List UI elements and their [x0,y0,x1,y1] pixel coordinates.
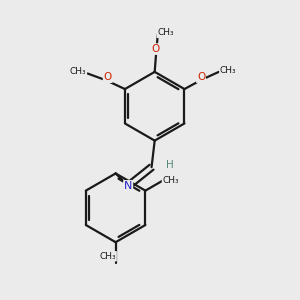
Text: CH₃: CH₃ [157,28,174,37]
Text: O: O [197,72,205,82]
Text: CH₃: CH₃ [70,68,86,76]
Text: O: O [103,72,112,82]
Text: N: N [124,181,132,191]
Text: CH₃: CH₃ [100,252,116,261]
Text: CH₃: CH₃ [220,66,236,75]
Text: CH₃: CH₃ [163,176,179,185]
Text: H: H [167,160,174,170]
Text: O: O [152,44,160,54]
